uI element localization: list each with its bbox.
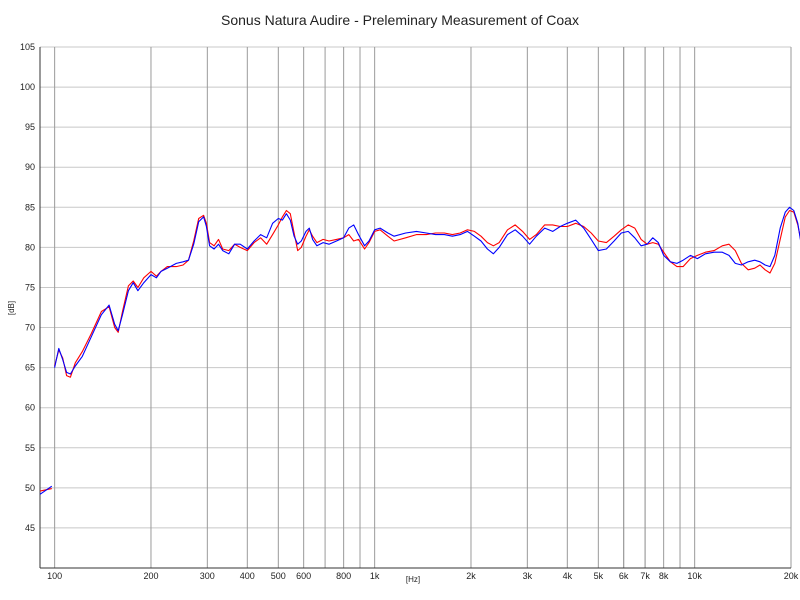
- x-tick-label: 3k: [523, 571, 533, 581]
- y-tick-label: 70: [25, 323, 35, 333]
- y-tick-label: 80: [25, 242, 35, 252]
- y-tick-label: 75: [25, 282, 35, 292]
- y-tick-label: 95: [25, 122, 35, 132]
- x-tick-label: 4k: [563, 571, 573, 581]
- chart-title: Sonus Natura Audire - Preleminary Measur…: [221, 12, 579, 28]
- x-tick-label: 300: [200, 571, 215, 581]
- x-tick-label: 200: [143, 571, 158, 581]
- x-tick-label: 2k: [466, 571, 476, 581]
- x-tick-label: 20k: [784, 571, 799, 581]
- series-line-2: [39, 485, 53, 495]
- x-tick-label: 600: [296, 571, 311, 581]
- x-tick-label: 8k: [659, 571, 669, 581]
- x-tick-label: 10k: [687, 571, 702, 581]
- x-tick-label: 5k: [594, 571, 604, 581]
- y-tick-label: 50: [25, 483, 35, 493]
- x-tick-label: 500: [271, 571, 286, 581]
- series-line-1: [54, 209, 800, 378]
- y-tick-label: 60: [25, 403, 35, 413]
- y-tick-labels: 45 50 55 60 65 70 75 80 85 90 95 100 105: [20, 42, 35, 533]
- grid-lines: [40, 46, 792, 568]
- x-tick-label: 400: [240, 571, 255, 581]
- x-axis-label: [Hz]: [406, 575, 420, 584]
- x-tick-label: 800: [336, 571, 351, 581]
- x-tick-label: 7k: [640, 571, 650, 581]
- series-lines: [39, 206, 800, 495]
- y-tick-label: 55: [25, 443, 35, 453]
- axis-frame: [39, 47, 791, 569]
- y-tick-label: 100: [20, 82, 35, 92]
- y-tick-label: 90: [25, 162, 35, 172]
- x-tick-label: 6k: [619, 571, 629, 581]
- y-tick-label: 45: [25, 523, 35, 533]
- y-axis-label: [dB]: [7, 301, 16, 315]
- y-tick-label: 105: [20, 42, 35, 52]
- y-tick-label: 65: [25, 363, 35, 373]
- series-line-2: [54, 206, 800, 375]
- x-tick-label: 100: [47, 571, 62, 581]
- x-tick-label: 1k: [370, 571, 380, 581]
- x-tick-labels: 100 200 300 400 500 600 800 1k 2k 3k 4k 5k 6k 7k 8k 10k…: [47, 571, 799, 581]
- y-tick-label: 85: [25, 202, 35, 212]
